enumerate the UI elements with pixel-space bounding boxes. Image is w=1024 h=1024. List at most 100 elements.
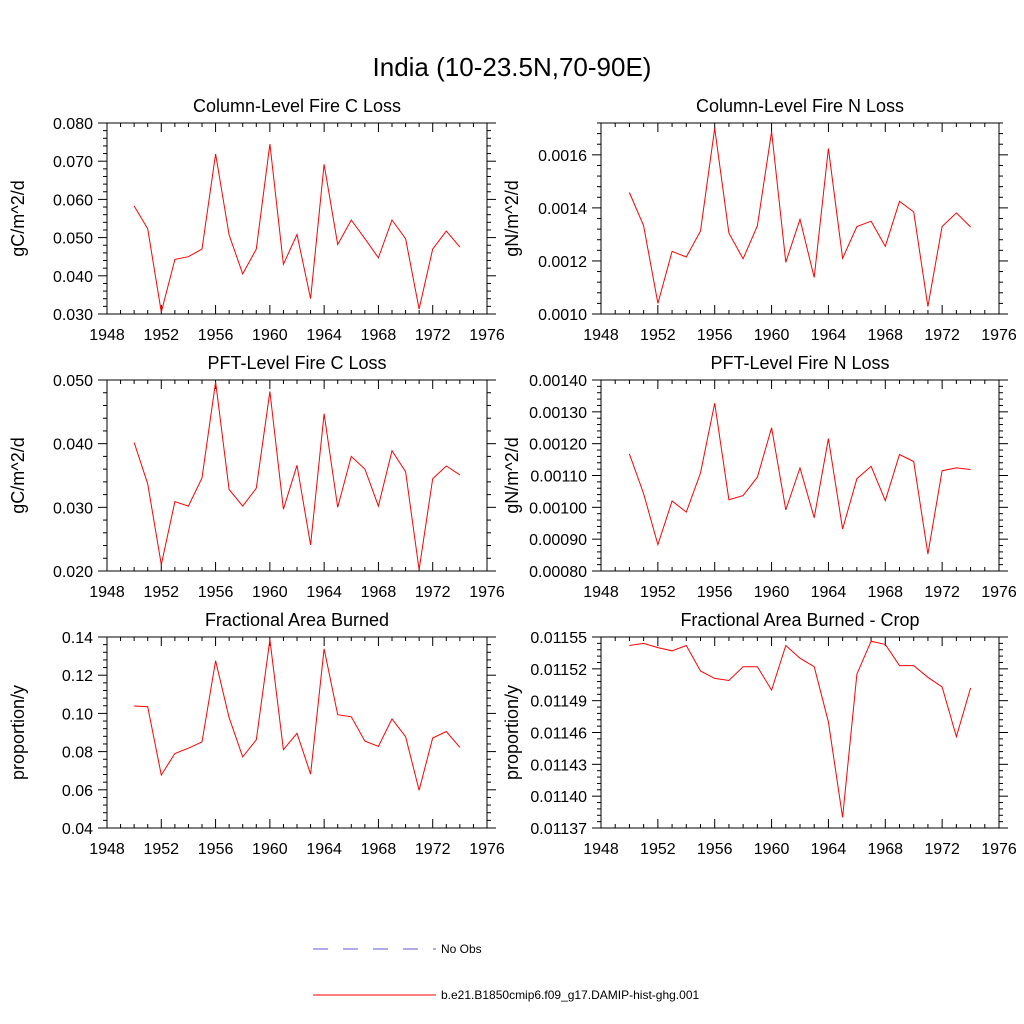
y-tick-label: 0.050 xyxy=(53,373,93,390)
x-tick-label: 1960 xyxy=(754,841,790,858)
x-tick-label: 1956 xyxy=(697,584,733,601)
y-tick-label: 0.030 xyxy=(53,307,93,324)
series-line-1 xyxy=(629,640,972,818)
x-tick-label: 1976 xyxy=(981,841,1017,858)
x-tick-label: 1956 xyxy=(697,841,733,858)
x-tick-label: 1968 xyxy=(361,584,397,601)
y-axis-label: gC/m^2/d xyxy=(8,180,28,256)
panel-title: PFT-Level Fire C Loss xyxy=(207,353,386,373)
panels: Column-Level Fire C Loss 1948 1952 1956 1960… xyxy=(8,96,1017,858)
x-tick-label: 1972 xyxy=(924,584,960,601)
x-tick-label: 1956 xyxy=(697,327,733,344)
y-tick-label: 0.070 xyxy=(53,154,93,171)
y-tick-label: 0.14 xyxy=(62,630,93,647)
y-tick-label: 0.01137 xyxy=(530,821,587,838)
x-tick-label: 1948 xyxy=(583,327,619,344)
x-tick-label: 1968 xyxy=(361,841,397,858)
x-tick-label: 1968 xyxy=(361,327,397,344)
y-tick-label: 0.00140 xyxy=(529,373,587,390)
x-tick-label: 1968 xyxy=(867,584,903,601)
plot-frame xyxy=(600,636,1000,829)
x-tick-label: 1968 xyxy=(867,327,903,344)
x-tick-label: 1948 xyxy=(583,584,619,601)
y-tick-label: 0.10 xyxy=(62,706,93,723)
x-tick-label: 1960 xyxy=(252,327,288,344)
x-tick-label: 1976 xyxy=(981,584,1017,601)
y-tick-label: 0.0014 xyxy=(538,201,587,218)
y-tick-label: 0.060 xyxy=(53,192,93,209)
series-line-1 xyxy=(134,639,461,791)
y-tick-label: 0.00120 xyxy=(529,437,587,454)
x-tick-label: 1972 xyxy=(415,841,451,858)
x-tick-label: 1964 xyxy=(306,841,342,858)
y-tick-label: 0.01155 xyxy=(530,630,587,647)
y-tick-label: 0.0010 xyxy=(538,307,587,324)
series-line-1 xyxy=(133,381,461,570)
panel-3: PFT-Level Fire C Loss 1948 1952 1956 1960 196… xyxy=(8,353,505,601)
y-tick-label: 0.06 xyxy=(62,783,93,800)
x-tick-label: 1960 xyxy=(754,327,790,344)
plot-frame xyxy=(600,379,1000,572)
y-tick-label: 0.00080 xyxy=(529,564,587,581)
x-tick-label: 1952 xyxy=(640,584,676,601)
y-tick-label: 0.01146 xyxy=(530,726,587,743)
x-tick-label: 1956 xyxy=(198,841,234,858)
x-tick-label: 1972 xyxy=(415,584,451,601)
x-tick-label: 1964 xyxy=(306,327,342,344)
x-tick-label: 1964 xyxy=(811,584,847,601)
x-tick-label: 1956 xyxy=(198,327,234,344)
y-axis-label: gC/m^2/d xyxy=(8,437,28,513)
panel-title: Column-Level Fire C Loss xyxy=(193,96,401,116)
x-tick-label: 1960 xyxy=(252,584,288,601)
x-tick-label: 1952 xyxy=(640,841,676,858)
x-tick-label: 1952 xyxy=(143,841,179,858)
legend-label-no-obs: No Obs xyxy=(441,942,482,956)
panel-6: Fractional Area Burned - Crop 1948 1952 195… xyxy=(502,610,1017,858)
y-tick-label: 0.0016 xyxy=(538,148,587,165)
y-tick-label: 0.050 xyxy=(53,231,93,248)
figure-title: India (10-23.5N,70-90E) xyxy=(373,52,652,82)
x-tick-label: 1976 xyxy=(981,327,1017,344)
plot-frame xyxy=(106,379,488,572)
panel-5: Fractional Area Burned 1948 1952 1956 1960 19… xyxy=(8,610,505,858)
y-tick-label: 0.01149 xyxy=(530,694,587,711)
x-tick-label: 1948 xyxy=(583,841,619,858)
series-line-1 xyxy=(133,143,461,313)
x-tick-label: 1960 xyxy=(754,584,790,601)
y-axis-label: gN/m^2/d xyxy=(502,180,522,256)
plot-frame xyxy=(106,122,488,315)
x-tick-label: 1972 xyxy=(415,327,451,344)
y-tick-label: 0.00090 xyxy=(529,532,587,549)
y-tick-label: 0.040 xyxy=(53,437,93,454)
legend: No Obs b.e21.B1850cmip6.f09_g17.DAMIP-hi… xyxy=(313,942,699,1002)
panel-title: Column-Level Fire N Loss xyxy=(696,96,904,116)
x-tick-label: 1976 xyxy=(469,584,505,601)
x-tick-label: 1964 xyxy=(811,327,847,344)
y-tick-label: 0.00130 xyxy=(529,405,587,422)
x-tick-label: 1964 xyxy=(306,584,342,601)
y-axis-label: gN/m^2/d xyxy=(502,437,522,513)
panel-title: Fractional Area Burned xyxy=(205,610,389,630)
y-tick-label: 0.01152 xyxy=(530,662,587,679)
x-tick-label: 1960 xyxy=(252,841,288,858)
plot-frame xyxy=(106,636,488,829)
x-tick-label: 1956 xyxy=(198,584,234,601)
panel-title: PFT-Level Fire N Loss xyxy=(710,353,889,373)
panel-1: Column-Level Fire C Loss 1948 1952 1956 1960… xyxy=(8,96,505,344)
y-tick-label: 0.12 xyxy=(62,668,93,685)
y-tick-label: 0.04 xyxy=(62,821,93,838)
x-tick-label: 1948 xyxy=(89,327,125,344)
x-tick-label: 1972 xyxy=(924,841,960,858)
panel-2: Column-Level Fire N Loss 1948 1952 1956 1960… xyxy=(502,96,1017,344)
panel-title: Fractional Area Burned - Crop xyxy=(680,610,919,630)
x-tick-label: 1968 xyxy=(867,841,903,858)
x-tick-label: 1952 xyxy=(143,584,179,601)
y-tick-label: 0.040 xyxy=(53,269,93,286)
x-tick-label: 1952 xyxy=(143,327,179,344)
x-tick-label: 1948 xyxy=(89,584,125,601)
x-tick-label: 1972 xyxy=(924,327,960,344)
y-tick-label: 0.030 xyxy=(53,500,93,517)
x-tick-label: 1976 xyxy=(469,841,505,858)
y-tick-label: 0.08 xyxy=(62,745,93,762)
